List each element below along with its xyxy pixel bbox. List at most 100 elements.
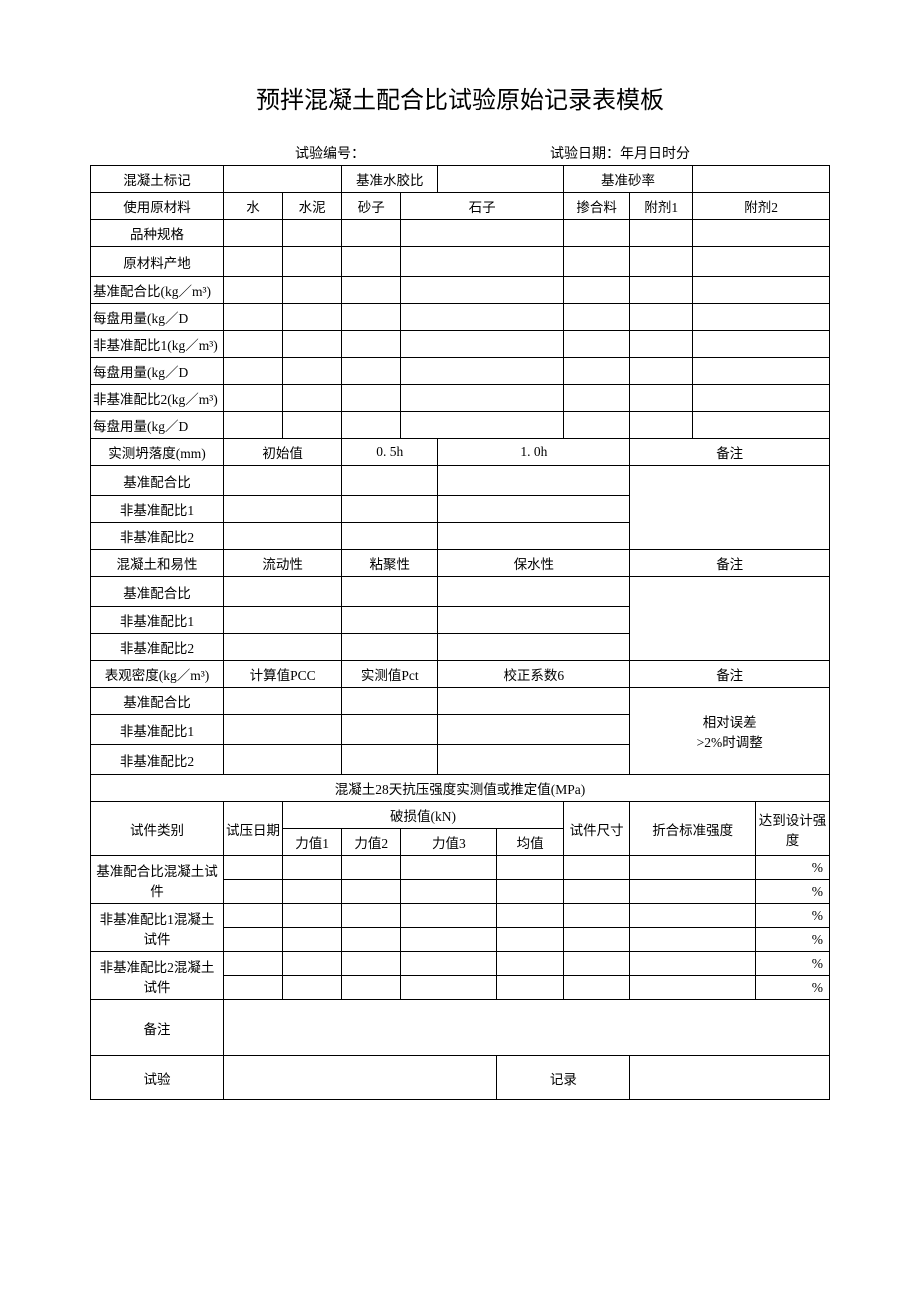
v-wk-9 (438, 634, 630, 661)
l-cohesion: 粘聚性 (342, 550, 438, 577)
c-4 (401, 277, 564, 304)
c2-2 (283, 304, 342, 331)
v-bs-sz (563, 856, 630, 880)
v-bs-f3b (401, 880, 497, 904)
c6-4 (401, 412, 564, 439)
l-water: 水 (224, 193, 283, 220)
l-break-val: 破损值(kN) (283, 802, 564, 829)
v-n2-f2b (342, 976, 401, 1000)
v-sl-3 (438, 466, 630, 496)
c-6 (630, 277, 693, 304)
v-n1-f3b (401, 928, 497, 952)
l-base-sand: 基准砂率 (563, 166, 692, 193)
v-n2-f3 (401, 952, 497, 976)
c3-4 (401, 331, 564, 358)
l-nonbase-mix1: 非基准配比1(kg／m³) (91, 331, 224, 358)
v-base-sand (693, 166, 830, 193)
v-bs-d1 (224, 856, 283, 880)
l-wk-base: 基准配合比 (91, 577, 224, 607)
v-n1-f1b (283, 928, 342, 952)
v-bs-szb (563, 880, 630, 904)
v-spec-sand (342, 220, 401, 247)
c6-2 (283, 412, 342, 439)
l-additive1: 附剂1 (630, 193, 693, 220)
v-n2-f1b (283, 976, 342, 1000)
v-spec-add2 (693, 220, 830, 247)
v-bs-f1b (283, 880, 342, 904)
c-3 (342, 277, 401, 304)
v-spec-water (224, 220, 283, 247)
l-workability: 混凝土和易性 (91, 550, 224, 577)
l-nb1-specimen: 非基准配比1混凝土试件 (91, 904, 224, 952)
v-bs-f1 (283, 856, 342, 880)
v-record (630, 1056, 830, 1100)
c-7 (693, 277, 830, 304)
c-5 (563, 277, 630, 304)
l-nb2-specimen: 非基准配比2混凝土试件 (91, 952, 224, 1000)
v-n2-pct2: % (756, 976, 830, 1000)
c6-3 (342, 412, 401, 439)
l-specimen-type: 试件类别 (91, 802, 224, 856)
v-origin-6 (630, 247, 693, 277)
v-n1-f3 (401, 904, 497, 928)
v-n2-d1 (224, 952, 283, 976)
c2-1 (224, 304, 283, 331)
l-record: 记录 (497, 1056, 630, 1100)
v-wk-remark (630, 577, 830, 661)
v-concrete-mark (224, 166, 342, 193)
l-dn-nb1: 非基准配比1 (91, 715, 224, 745)
v-bs-f2b (342, 880, 401, 904)
v-sl-9 (438, 523, 630, 550)
l-initial-val: 初始值 (224, 439, 342, 466)
l-corr-f: 校正系数6 (438, 661, 630, 688)
v-wk-8 (342, 634, 438, 661)
c2-5 (563, 304, 630, 331)
v-n2-pct1: % (756, 952, 830, 976)
l-per-batch-3: 每盘用量(kg／D (91, 412, 224, 439)
v-bs-d2 (224, 880, 283, 904)
v-bs-m (497, 856, 564, 880)
l-fluidity: 流动性 (224, 550, 342, 577)
v-bs-pct1: % (756, 856, 830, 880)
v-n1-pct1: % (756, 904, 830, 928)
c4-1 (224, 358, 283, 385)
v-dn-7 (224, 745, 342, 775)
main-table: 混凝土标记 基准水胶比 基准砂率 使用原材料 水 水泥 砂子 石子 掺合料 附剂… (90, 165, 830, 1100)
l-specimen-size: 试件尺寸 (563, 802, 630, 856)
l-base-specimen: 基准配合比混凝土试件 (91, 856, 224, 904)
v-bs-std (630, 856, 756, 880)
l-sl-base: 基准配合比 (91, 466, 224, 496)
test-date-label: 试验日期：年月日时分 (470, 143, 830, 163)
l-test: 试验 (91, 1056, 224, 1100)
v-n1-stdb (630, 928, 756, 952)
c5-5 (563, 385, 630, 412)
l-sand: 砂子 (342, 193, 401, 220)
c6-6 (630, 412, 693, 439)
l-note: 备注 (91, 1000, 224, 1056)
v-sl-remark (630, 466, 830, 550)
l-additive2: 附剂2 (693, 193, 830, 220)
v-sl-7 (224, 523, 342, 550)
l-waterret: 保水性 (438, 550, 630, 577)
l-dn-base: 基准配合比 (91, 688, 224, 715)
v-n1-f2b (342, 928, 401, 952)
c5-6 (630, 385, 693, 412)
v-n1-mb (497, 928, 564, 952)
v-sl-8 (342, 523, 438, 550)
c3-5 (563, 331, 630, 358)
l-sl-nb2: 非基准配比2 (91, 523, 224, 550)
l-spec: 品种规格 (91, 220, 224, 247)
meta-row: 试验编号： 试验日期：年月日时分 (90, 143, 830, 163)
v-n1-szb (563, 928, 630, 952)
v-spec-admix (563, 220, 630, 247)
l-dn-nb2: 非基准配比2 (91, 745, 224, 775)
v-origin-1 (224, 247, 283, 277)
l-origin: 原材料产地 (91, 247, 224, 277)
v-note (224, 1000, 830, 1056)
l-wk-nb1: 非基准配比1 (91, 607, 224, 634)
v-spec-add1 (630, 220, 693, 247)
page-title: 预拌混凝土配合比试验原始记录表模板 (90, 80, 830, 115)
c2-4 (401, 304, 564, 331)
c2-7 (693, 304, 830, 331)
v-base-wc (438, 166, 564, 193)
